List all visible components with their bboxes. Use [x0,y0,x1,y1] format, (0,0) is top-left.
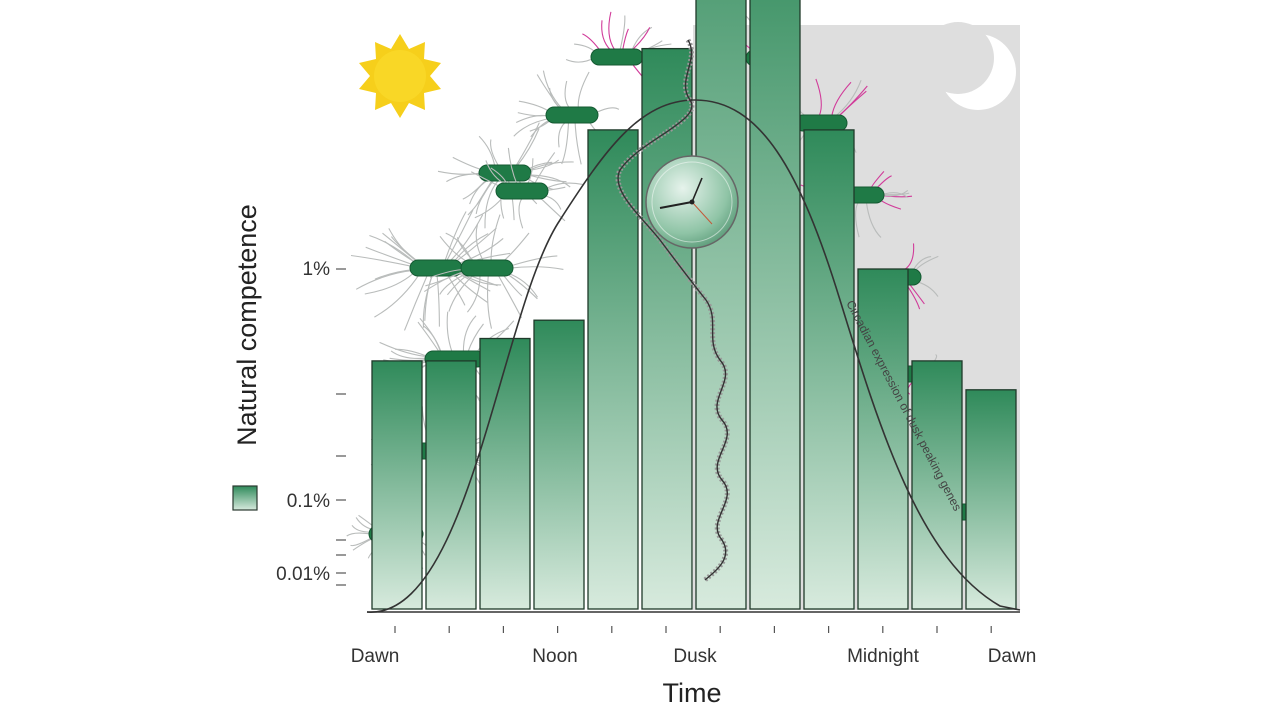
bar-10 [857,268,909,610]
x-tick-label-dusk: Dusk [673,646,717,667]
bar-9 [803,129,855,610]
x-tick-label-noon: Noon [532,646,577,667]
bar-2 [425,360,477,610]
y-tick-label-0-01pct: 0.01% [276,564,330,585]
bar-4 [533,319,585,610]
x-tick-labels: Dawn Noon Dusk Midnight Dawn [351,646,1037,667]
bacterium-icon [437,122,574,229]
y-tick-label-0-1pct: 0.1% [287,491,330,512]
moon-icon [922,22,1016,110]
bar-3 [479,337,531,610]
bacterium-icon [513,70,620,165]
bar-1 [371,360,423,610]
circadian-curve [366,99,1021,613]
bar-8 [749,0,801,610]
clock-icon [645,155,739,249]
x-tick-label-midnight: Midnight [847,646,920,667]
bacterium-icon [470,147,583,229]
dna-strand-icon [615,38,730,582]
bacterium-icon [565,11,672,84]
y-tick-label-1pct: 1% [303,259,331,280]
y-axis-title: Natural competence [232,204,262,446]
sun-icon [359,34,441,118]
legend-swatch [232,485,258,511]
bar-11 [911,360,963,610]
y-axis-ticks [336,268,346,586]
bar-5 [587,129,639,610]
x-tick-label-dawn-end: Dawn [988,646,1037,667]
x-axis-title: Time [663,678,722,708]
y-tick-labels: 1% 0.1% 0.01% [276,259,330,585]
bar-12 [965,389,1017,610]
bar-6 [641,47,693,610]
x-tick-label-dawn: Dawn [351,646,400,667]
x-axis-ticks [394,626,992,633]
